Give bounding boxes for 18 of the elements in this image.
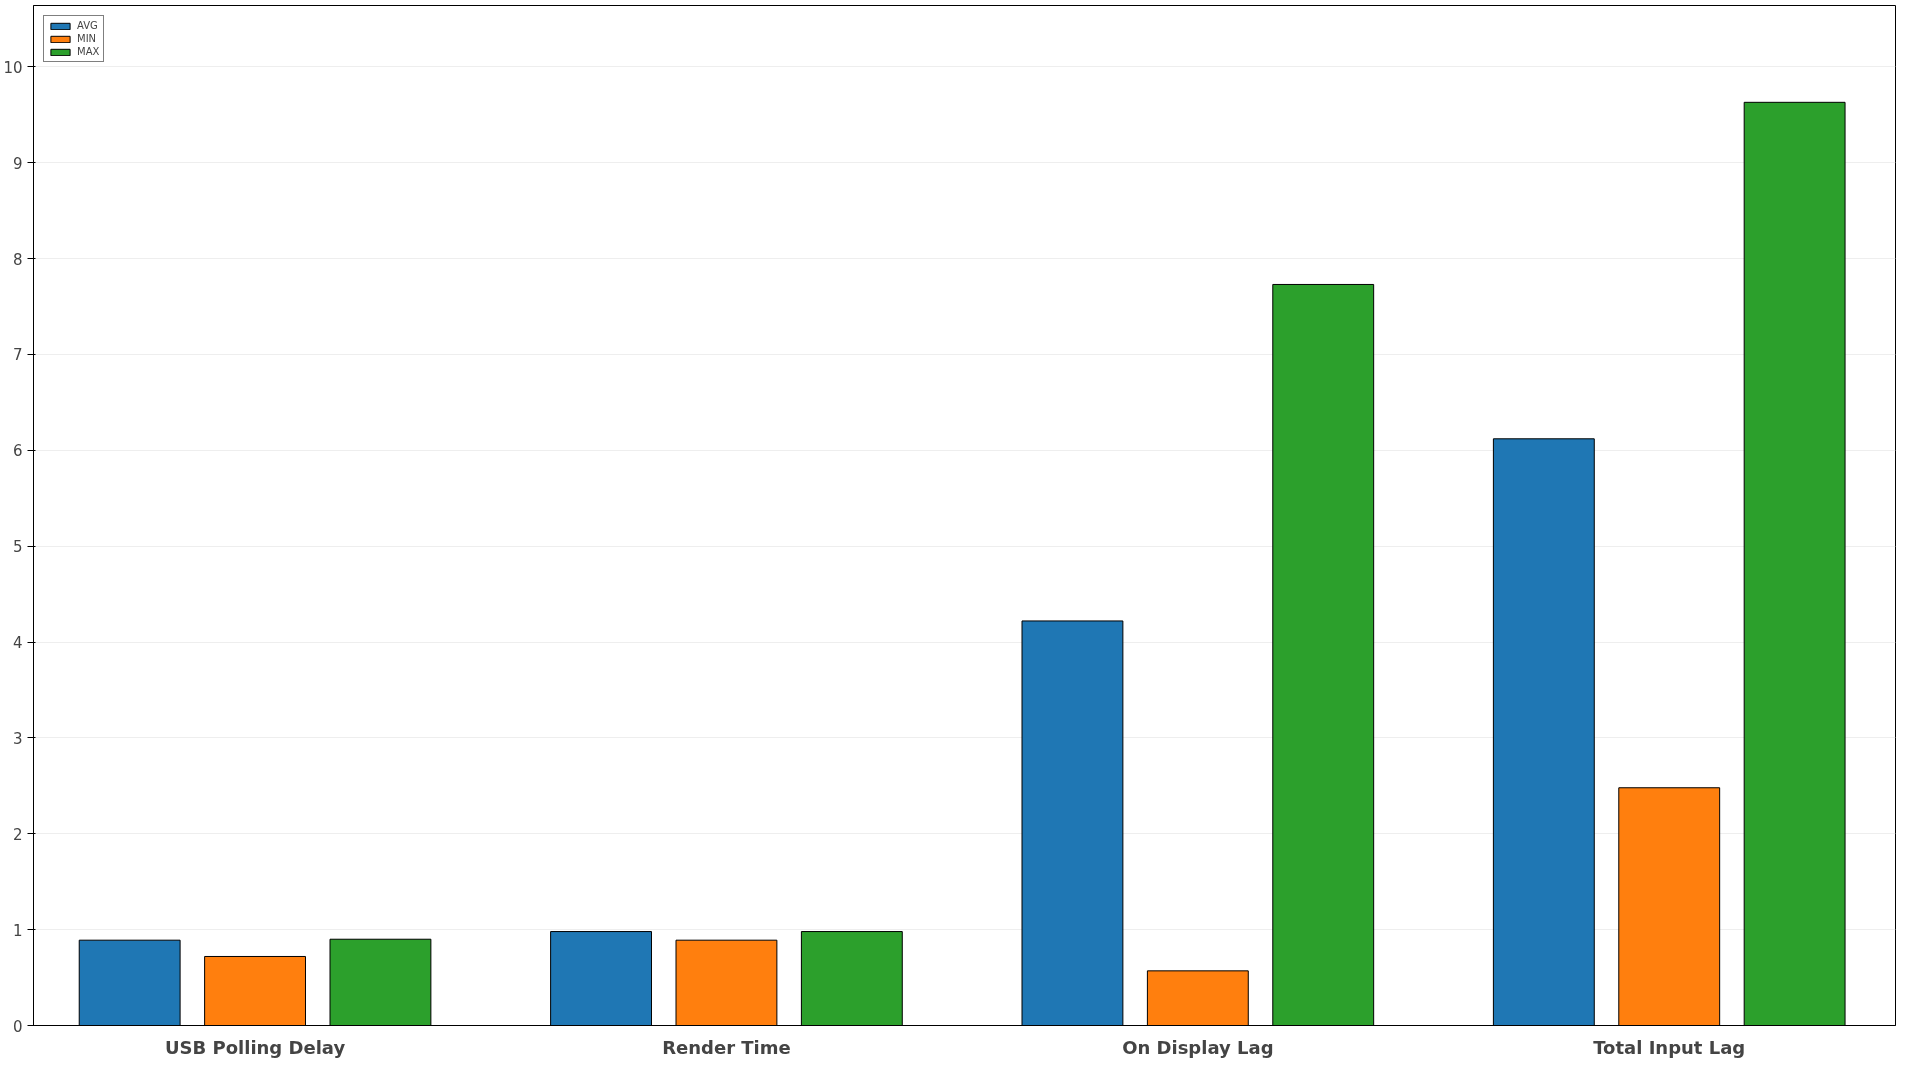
y-tick-label: 3 <box>12 729 23 748</box>
y-tick-label: 10 <box>3 58 23 77</box>
x-tick-label: Render Time <box>662 1036 791 1058</box>
legend-label: MIN <box>77 33 97 44</box>
x-tick-label: Total Input Lag <box>1593 1036 1746 1058</box>
y-tick-label: 1 <box>12 921 23 940</box>
y-tick-label: 9 <box>12 154 23 173</box>
legend-label: MAX <box>77 46 100 57</box>
legend-label: AVG <box>77 20 98 31</box>
x-tick-label: USB Polling Delay <box>164 1036 346 1058</box>
y-tick-label: 5 <box>12 538 23 557</box>
y-tick-label: 0 <box>12 1017 23 1036</box>
x-tick-label: On Display Lag <box>1122 1036 1274 1058</box>
y-tick-label: 6 <box>12 442 23 461</box>
y-tick-label: 2 <box>12 825 23 844</box>
y-tick-label: 4 <box>12 634 23 653</box>
y-tick-label: 8 <box>12 250 23 269</box>
y-tick-label: 7 <box>12 346 23 365</box>
